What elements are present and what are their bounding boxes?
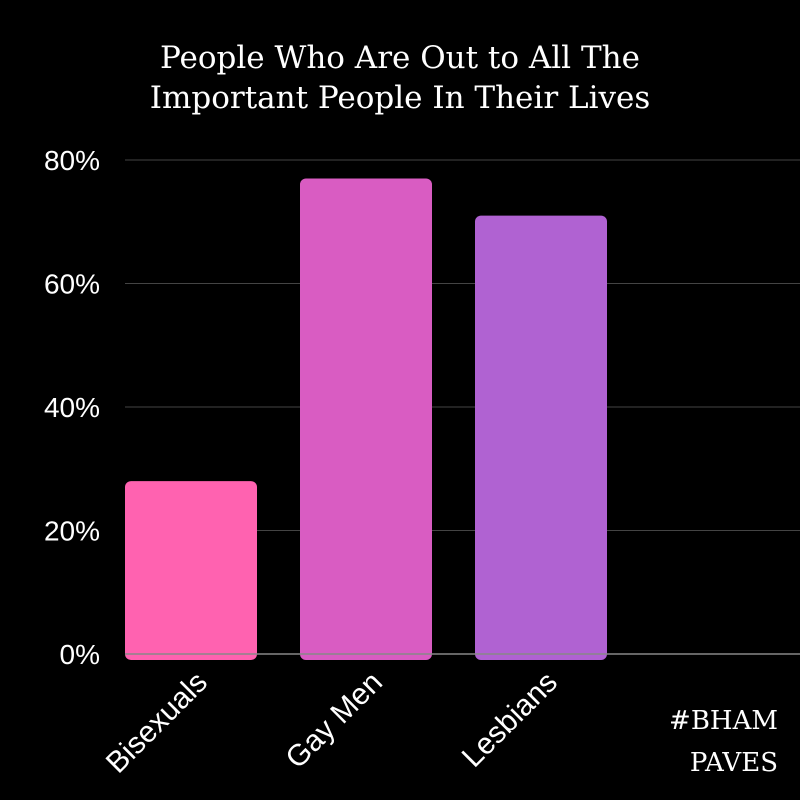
x-tick-label: Bisexuals — [100, 666, 214, 780]
chart-title-line-2: Important People In Their Lives — [149, 80, 651, 116]
x-tick-label: Lesbians — [456, 666, 564, 774]
hashtag-line-1: #BHAM — [669, 706, 778, 736]
y-tick-label: 40% — [44, 392, 100, 423]
bham-paves-hashtag: #BHAM PAVES — [669, 700, 778, 784]
bar-lesbians — [475, 215, 607, 660]
y-tick-label: 0% — [60, 639, 100, 670]
chart-title: People Who Are Out to All The Important … — [0, 38, 800, 118]
y-tick-label: 60% — [44, 269, 100, 300]
y-tick-label: 20% — [44, 516, 100, 547]
y-tick-label: 80% — [44, 145, 100, 176]
chart-title-line-1: People Who Are Out to All The — [160, 40, 640, 76]
bar-bisexuals — [125, 481, 257, 660]
hashtag-line-2: PAVES — [689, 748, 778, 778]
bar-gay-men — [300, 178, 432, 660]
x-tick-label: Gay Men — [280, 666, 389, 775]
